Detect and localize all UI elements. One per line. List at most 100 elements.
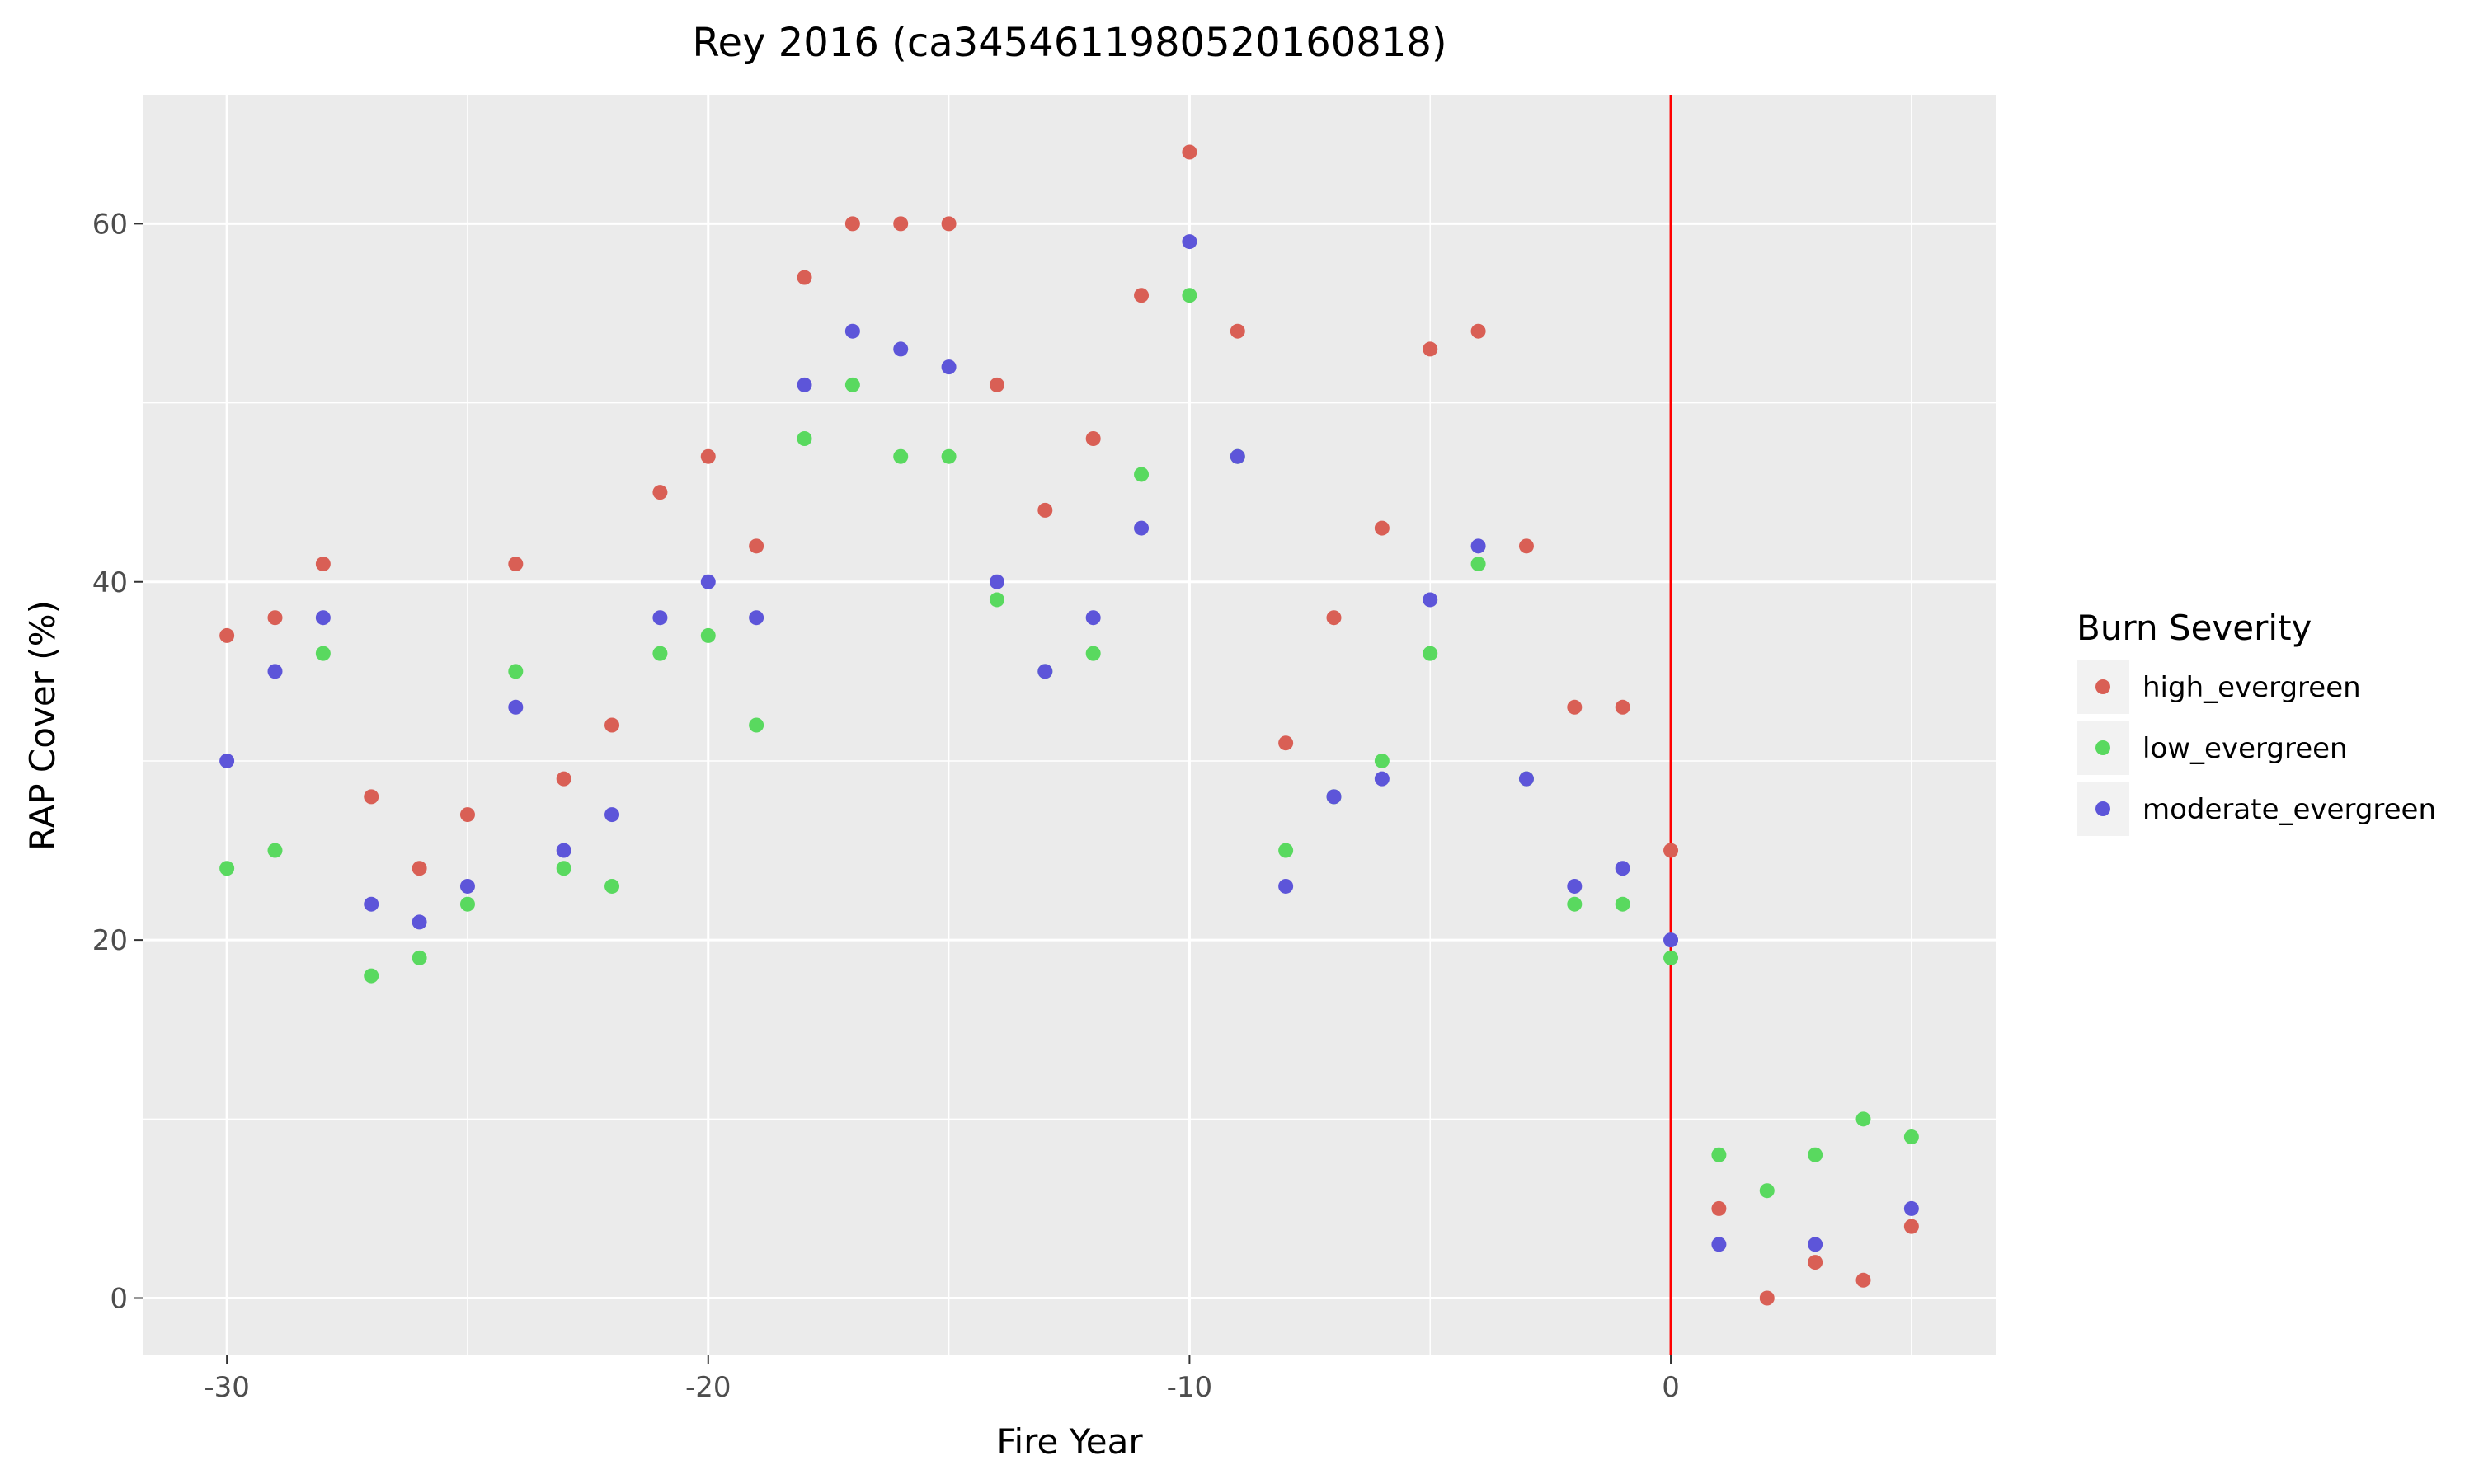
point-moderate_evergreen — [315, 610, 331, 626]
point-moderate_evergreen — [844, 323, 860, 339]
legend-key-low_evergreen — [2095, 740, 2110, 755]
point-low_evergreen — [893, 448, 909, 464]
y-tick-label: 0 — [110, 1283, 128, 1316]
point-high_evergreen — [1278, 735, 1294, 751]
point-moderate_evergreen — [267, 664, 283, 679]
point-moderate_evergreen — [219, 753, 235, 768]
point-moderate_evergreen — [1085, 610, 1101, 626]
point-high_evergreen — [459, 807, 475, 823]
legend-label-high_evergreen: high_evergreen — [2142, 671, 2361, 704]
point-low_evergreen — [315, 646, 331, 661]
point-low_evergreen — [508, 664, 524, 679]
point-high_evergreen — [652, 485, 668, 500]
point-high_evergreen — [1856, 1272, 1871, 1288]
point-low_evergreen — [700, 627, 716, 643]
point-low_evergreen — [989, 592, 1004, 608]
point-moderate_evergreen — [1903, 1200, 1919, 1216]
plot-panel — [143, 95, 1996, 1355]
point-moderate_evergreen — [604, 807, 620, 823]
point-high_evergreen — [1903, 1219, 1919, 1234]
point-high_evergreen — [1374, 520, 1390, 536]
legend-label-moderate_evergreen: moderate_evergreen — [2142, 793, 2436, 826]
point-low_evergreen — [267, 843, 283, 858]
point-low_evergreen — [1711, 1147, 1727, 1162]
point-high_evergreen — [989, 377, 1004, 392]
y-tick-label: 40 — [92, 566, 128, 599]
point-moderate_evergreen — [989, 574, 1004, 589]
point-moderate_evergreen — [700, 574, 716, 589]
point-low_evergreen — [1759, 1183, 1775, 1199]
point-low_evergreen — [219, 861, 235, 876]
point-low_evergreen — [1278, 843, 1294, 858]
point-low_evergreen — [1423, 646, 1438, 661]
point-high_evergreen — [749, 538, 764, 554]
point-low_evergreen — [556, 861, 571, 876]
chart-title: Rey 2016 (ca3454611980520160818) — [692, 20, 1446, 66]
point-high_evergreen — [1423, 341, 1438, 357]
point-moderate_evergreen — [364, 896, 379, 912]
point-high_evergreen — [1518, 538, 1534, 554]
point-moderate_evergreen — [1470, 538, 1486, 554]
point-high_evergreen — [797, 270, 812, 285]
y-axis-ticks: 0 20 40 60 — [92, 208, 143, 1316]
point-low_evergreen — [797, 431, 812, 446]
point-low_evergreen — [1903, 1129, 1919, 1145]
legend-label-low_evergreen: low_evergreen — [2142, 732, 2348, 765]
point-low_evergreen — [1663, 950, 1679, 965]
point-low_evergreen — [1374, 753, 1390, 768]
y-tick-label: 20 — [92, 924, 128, 957]
point-moderate_evergreen — [556, 843, 571, 858]
point-low_evergreen — [1808, 1147, 1823, 1162]
point-low_evergreen — [459, 896, 475, 912]
x-axis-label: Fire Year — [996, 1421, 1143, 1462]
point-low_evergreen — [1615, 896, 1630, 912]
point-moderate_evergreen — [1567, 878, 1583, 894]
point-low_evergreen — [652, 646, 668, 661]
x-tick-label: -30 — [204, 1371, 250, 1404]
point-high_evergreen — [315, 556, 331, 572]
point-low_evergreen — [1134, 467, 1150, 482]
point-high_evergreen — [604, 717, 620, 733]
point-low_evergreen — [412, 950, 427, 965]
point-high_evergreen — [412, 861, 427, 876]
point-high_evergreen — [893, 216, 909, 232]
point-low_evergreen — [1470, 556, 1486, 572]
point-moderate_evergreen — [797, 377, 812, 392]
point-high_evergreen — [1134, 288, 1150, 303]
point-high_evergreen — [267, 610, 283, 626]
point-moderate_evergreen — [1518, 771, 1534, 787]
point-high_evergreen — [1037, 502, 1053, 518]
point-high_evergreen — [364, 789, 379, 805]
legend-title: Burn Severity — [2077, 608, 2312, 648]
point-high_evergreen — [508, 556, 524, 572]
point-low_evergreen — [941, 448, 957, 464]
point-high_evergreen — [219, 627, 235, 643]
point-moderate_evergreen — [1230, 448, 1245, 464]
point-moderate_evergreen — [1326, 789, 1342, 805]
point-high_evergreen — [1808, 1255, 1823, 1270]
y-tick-label: 60 — [92, 208, 128, 241]
x-tick-label: -10 — [1167, 1371, 1213, 1404]
point-moderate_evergreen — [749, 610, 764, 626]
point-high_evergreen — [1470, 323, 1486, 339]
point-high_evergreen — [941, 216, 957, 232]
point-moderate_evergreen — [508, 699, 524, 715]
point-moderate_evergreen — [941, 359, 957, 375]
point-low_evergreen — [749, 717, 764, 733]
point-high_evergreen — [1615, 699, 1630, 715]
data-points — [219, 144, 1919, 1306]
point-low_evergreen — [844, 377, 860, 392]
point-moderate_evergreen — [1374, 771, 1390, 787]
point-high_evergreen — [1085, 431, 1101, 446]
point-moderate_evergreen — [1278, 878, 1294, 894]
point-high_evergreen — [844, 216, 860, 232]
x-tick-label: -20 — [685, 1371, 731, 1404]
point-low_evergreen — [1085, 646, 1101, 661]
point-moderate_evergreen — [652, 610, 668, 626]
point-moderate_evergreen — [1037, 664, 1053, 679]
point-moderate_evergreen — [1711, 1237, 1727, 1252]
point-moderate_evergreen — [1808, 1237, 1823, 1252]
point-high_evergreen — [556, 771, 571, 787]
point-high_evergreen — [1567, 699, 1583, 715]
